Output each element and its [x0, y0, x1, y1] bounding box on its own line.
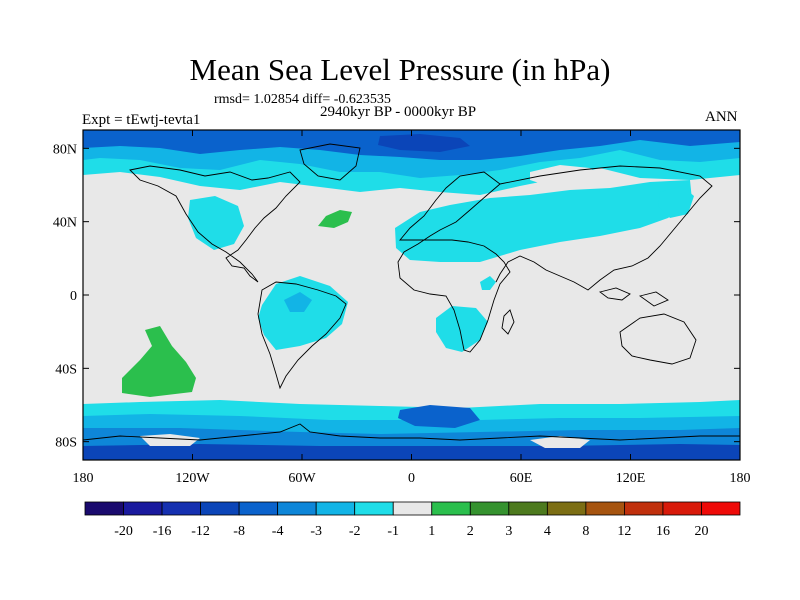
colorbar-level-label: 2 [467, 524, 474, 539]
colorbar-swatch [662, 501, 702, 516]
colorbar-swatch [277, 501, 317, 516]
x-tick-label: 60E [510, 471, 533, 486]
colorbar-level-label: 12 [617, 524, 631, 539]
colorbar [84, 501, 741, 516]
colorbar-swatch [123, 501, 163, 516]
y-tick-label: 80N [53, 142, 77, 157]
colorbar-swatch [701, 501, 741, 516]
y-axis: 80N 40N 0 40S 80S [53, 142, 740, 451]
x-axis: 180 120W 60W 0 60E 120E 180 [73, 130, 751, 486]
colorbar-swatch [354, 501, 394, 516]
y-tick-label: 80S [55, 436, 77, 451]
arctic-region-deepest [378, 134, 470, 152]
rmsd-label: rmsd= 1.02854 diff= -0.623535 [214, 92, 391, 107]
colorbar-swatch [624, 501, 664, 516]
colorbar-swatch [508, 501, 548, 516]
asia-coast [495, 165, 713, 291]
colorbar-level-label: -3 [310, 524, 322, 539]
colorbar-swatch [84, 501, 124, 516]
north-america-coast [129, 165, 301, 283]
colorbar-swatch [585, 501, 625, 516]
colorbar-swatch [238, 501, 279, 516]
period-label: 2940kyr BP - 0000kyr BP [320, 104, 477, 120]
antarctic-light-patch-west [140, 434, 200, 446]
east-asia-region [658, 186, 694, 218]
colorbar-swatch [546, 501, 587, 516]
colorbar-level-label: 3 [505, 524, 512, 539]
south-america-core [284, 292, 312, 312]
southern-africa-region [436, 306, 488, 352]
colorbar-level-label: 4 [544, 524, 551, 539]
south-america-region [258, 276, 348, 350]
colorbar-swatch [200, 501, 240, 516]
colorbar-level-label: 16 [656, 524, 670, 539]
y-tick-label: 40S [55, 362, 77, 377]
colorbar-level-label: -2 [349, 524, 361, 539]
south-america-coast [257, 281, 347, 390]
x-tick-label: 0 [408, 471, 415, 486]
australia-coast [619, 313, 697, 365]
europe-africa-coast [397, 171, 511, 353]
greenland-coast [299, 143, 361, 181]
colorbar-level-label: -20 [114, 524, 133, 539]
colorbar-level-label: -12 [191, 524, 210, 539]
south-pacific-region [122, 326, 196, 397]
colorbar-level-label: -4 [272, 524, 284, 539]
antarctica-coast [83, 423, 740, 441]
chart-title: Mean Sea Level Pressure (in hPa) [189, 52, 611, 87]
x-tick-label: 180 [73, 471, 94, 486]
y-tick-label: 0 [70, 289, 77, 304]
colorbar-labels: -20 -16 -12 -8 -4 -3 -2 -1 1 2 3 4 8 12 16 20 [114, 524, 708, 539]
colorbar-swatch [469, 501, 510, 516]
colorbar-level-label: 8 [582, 524, 589, 539]
antarctic-light-patch [530, 436, 590, 448]
colorbar-level-label: -16 [153, 524, 172, 539]
arabian-region [480, 276, 496, 290]
colorbar-level-label: -1 [387, 524, 399, 539]
map-field [83, 130, 740, 460]
colorbar-swatch [392, 501, 433, 516]
colorbar-level-label: 1 [428, 524, 435, 539]
x-tick-label: 60W [288, 471, 316, 486]
southern-ocean-dip [398, 405, 480, 428]
colorbar-level-label: -8 [233, 524, 245, 539]
maritime-continent-coast [598, 287, 669, 307]
eurasia-region [395, 180, 692, 262]
x-tick-label: 120E [616, 471, 646, 486]
x-tick-label: 180 [730, 471, 751, 486]
north-pacific-region [188, 196, 244, 250]
colorbar-swatch [161, 501, 201, 516]
madagascar-coast [501, 309, 515, 335]
colorbar-swatch [315, 501, 356, 516]
arctic-light-patch [530, 165, 600, 186]
experiment-label: Expt = tEwtj-tevta1 [82, 112, 201, 128]
north-atlantic-region [318, 210, 352, 228]
x-tick-label: 120W [175, 471, 210, 486]
coastlines [83, 143, 740, 441]
season-label: ANN [705, 109, 738, 125]
colorbar-level-label: 20 [694, 524, 708, 539]
colorbar-swatch [431, 501, 471, 516]
y-tick-label: 40N [53, 216, 77, 231]
